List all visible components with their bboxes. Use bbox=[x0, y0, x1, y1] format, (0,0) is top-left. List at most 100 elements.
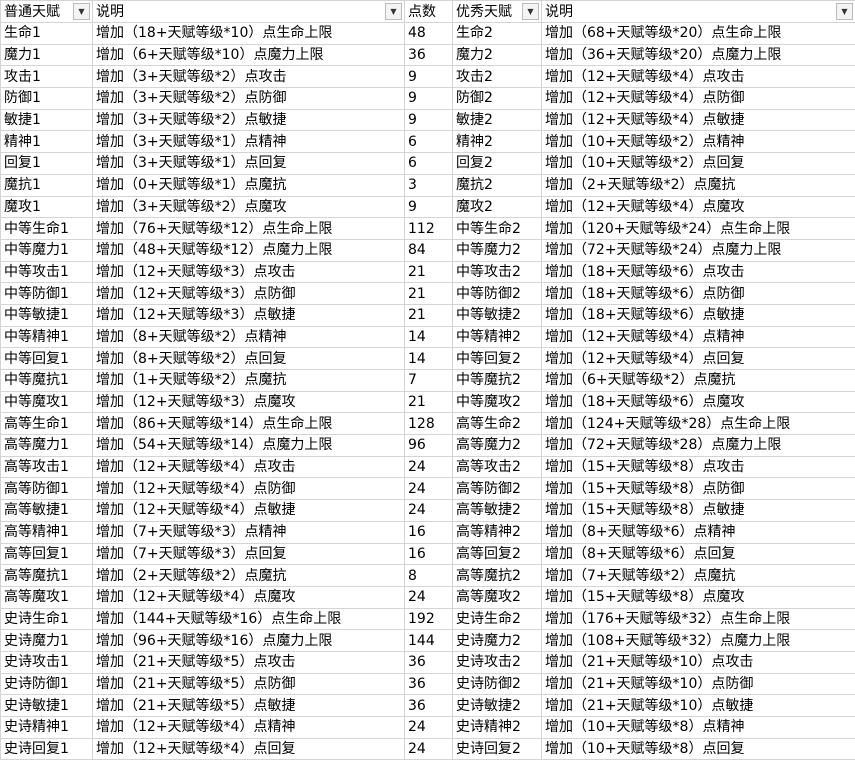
header-cell: 普通天赋 ▼ bbox=[0, 0, 93, 23]
talent-name-cell: 史诗生命1 bbox=[0, 607, 93, 631]
points-cell: 36 bbox=[404, 694, 453, 717]
header-text: 说明 bbox=[96, 3, 124, 20]
header-text: 优秀天赋 bbox=[456, 3, 512, 20]
data-row: 史诗魔力1 增加（96+天赋等级*16）点魔力上限 144 史诗魔力2 增加（108+天… bbox=[0, 629, 855, 652]
description-cell: 增加（12+天赋等级*3）点攻击 bbox=[92, 260, 405, 284]
talent-name-cell: 中等防御1 bbox=[0, 282, 93, 305]
description-cell: 增加（120+天赋等级*24）点生命上限 bbox=[541, 217, 855, 240]
talent-name-cell: 中等魔攻1 bbox=[0, 390, 93, 414]
description-cell: 增加（21+天赋等级*5）点攻击 bbox=[92, 650, 405, 674]
talent-name-cell: 史诗攻击2 bbox=[452, 650, 542, 674]
points-cell: 21 bbox=[404, 260, 453, 284]
talent-name-cell: 敏捷2 bbox=[452, 108, 542, 132]
description-cell: 增加（15+天赋等级*8）点防御 bbox=[541, 477, 855, 501]
description-cell: 增加（10+天赋等级*8）点精神 bbox=[541, 716, 855, 739]
header-cell: 点数 bbox=[404, 0, 453, 23]
talent-name-cell: 中等魔攻2 bbox=[452, 390, 542, 414]
talent-name-cell: 史诗魔力2 bbox=[452, 629, 542, 652]
description-cell: 增加（15+天赋等级*8）点敏捷 bbox=[541, 499, 855, 522]
points-cell: 96 bbox=[404, 434, 453, 457]
data-row: 回复1 增加（3+天赋等级*1）点回复 6 回复2 增加（10+天赋等级*2）点回复 bbox=[0, 152, 855, 175]
description-cell: 增加（3+天赋等级*2）点魔攻 bbox=[92, 195, 405, 219]
talent-name-cell: 中等攻击2 bbox=[452, 260, 542, 284]
data-row: 史诗精神1 增加（12+天赋等级*4）点精神 24 史诗精神2 增加（10+天赋等级*8… bbox=[0, 716, 855, 739]
talent-name-cell: 防御2 bbox=[452, 87, 542, 110]
talent-name-cell: 攻击2 bbox=[452, 65, 542, 89]
talent-name-cell: 魔抗2 bbox=[452, 173, 542, 197]
points-cell: 3 bbox=[404, 173, 453, 197]
talent-name-cell: 史诗攻击1 bbox=[0, 650, 93, 674]
description-cell: 增加（12+天赋等级*4）点精神 bbox=[541, 325, 855, 349]
data-row: 史诗攻击1 增加（21+天赋等级*5）点攻击 36 史诗攻击2 增加（21+天赋等级*1… bbox=[0, 650, 855, 674]
description-cell: 增加（124+天赋等级*28）点生命上限 bbox=[541, 412, 855, 436]
points-cell: 24 bbox=[404, 716, 453, 739]
talent-name-cell: 史诗回复2 bbox=[452, 737, 542, 760]
description-cell: 增加（12+天赋等级*4）点精神 bbox=[92, 716, 405, 739]
talent-name-cell: 高等攻击1 bbox=[0, 455, 93, 479]
filter-button[interactable]: ▼ bbox=[836, 3, 853, 20]
points-cell: 112 bbox=[404, 217, 453, 240]
talent-name-cell: 生命2 bbox=[452, 22, 542, 45]
talent-name-cell: 高等敏捷2 bbox=[452, 499, 542, 522]
talent-name-cell: 精神1 bbox=[0, 130, 93, 154]
description-cell: 增加（15+天赋等级*8）点魔攻 bbox=[541, 585, 855, 609]
filter-button[interactable]: ▼ bbox=[73, 3, 90, 20]
description-cell: 增加（12+天赋等级*3）点防御 bbox=[92, 282, 405, 305]
description-cell: 增加（21+天赋等级*5）点敏捷 bbox=[92, 694, 405, 717]
points-cell: 6 bbox=[404, 152, 453, 175]
data-row: 高等生命1 增加（86+天赋等级*14）点生命上限 128 高等生命2 增加（124+天… bbox=[0, 412, 855, 436]
description-cell: 增加（2+天赋等级*2）点魔抗 bbox=[541, 173, 855, 197]
points-cell: 144 bbox=[404, 629, 453, 652]
description-cell: 增加（8+天赋等级*2）点回复 bbox=[92, 347, 405, 370]
talent-name-cell: 高等防御1 bbox=[0, 477, 93, 501]
talent-name-cell: 魔攻2 bbox=[452, 195, 542, 219]
data-row: 精神1 增加（3+天赋等级*1）点精神 6 精神2 增加（10+天赋等级*2）点精神 bbox=[0, 130, 855, 154]
description-cell: 增加（7+天赋等级*2）点魔抗 bbox=[541, 564, 855, 587]
description-cell: 增加（72+天赋等级*28）点魔力上限 bbox=[541, 434, 855, 457]
points-cell: 24 bbox=[404, 477, 453, 501]
description-cell: 增加（76+天赋等级*12）点生命上限 bbox=[92, 217, 405, 240]
description-cell: 增加（8+天赋等级*6）点回复 bbox=[541, 542, 855, 566]
description-cell: 增加（108+天赋等级*32）点魔力上限 bbox=[541, 629, 855, 652]
talent-name-cell: 魔力2 bbox=[452, 43, 542, 67]
description-cell: 增加（12+天赋等级*4）点防御 bbox=[541, 87, 855, 110]
data-row: 史诗生命1 增加（144+天赋等级*16）点生命上限 192 史诗生命2 增加（176+… bbox=[0, 607, 855, 631]
talent-name-cell: 高等精神2 bbox=[452, 520, 542, 544]
talent-name-cell: 高等精神1 bbox=[0, 520, 93, 544]
filter-button[interactable]: ▼ bbox=[522, 3, 539, 20]
data-row: 中等魔抗1 增加（1+天赋等级*2）点魔抗 7 中等魔抗2 增加（6+天赋等级*2）点魔… bbox=[0, 369, 855, 392]
points-cell: 36 bbox=[404, 672, 453, 696]
talent-name-cell: 中等魔力1 bbox=[0, 238, 93, 262]
description-cell: 增加（176+天赋等级*32）点生命上限 bbox=[541, 607, 855, 631]
talent-name-cell: 史诗防御2 bbox=[452, 672, 542, 696]
points-cell: 24 bbox=[404, 499, 453, 522]
description-cell: 增加（8+天赋等级*2）点精神 bbox=[92, 325, 405, 349]
data-row: 中等敏捷1 增加（12+天赋等级*3）点敏捷 21 中等敏捷2 增加（18+天赋等级*6… bbox=[0, 303, 855, 327]
points-cell: 14 bbox=[404, 325, 453, 349]
description-cell: 增加（12+天赋等级*4）点敏捷 bbox=[541, 108, 855, 132]
description-cell: 增加（12+天赋等级*4）点攻击 bbox=[541, 65, 855, 89]
talent-name-cell: 中等敏捷2 bbox=[452, 303, 542, 327]
talent-name-cell: 中等回复2 bbox=[452, 347, 542, 370]
talent-name-cell: 回复1 bbox=[0, 152, 93, 175]
filter-button[interactable]: ▼ bbox=[385, 3, 402, 20]
data-row: 高等攻击1 增加（12+天赋等级*4）点攻击 24 高等攻击2 增加（15+天赋等级*8… bbox=[0, 455, 855, 479]
description-cell: 增加（54+天赋等级*14）点魔力上限 bbox=[92, 434, 405, 457]
talent-name-cell: 中等敏捷1 bbox=[0, 303, 93, 327]
data-row: 攻击1 增加（3+天赋等级*2）点攻击 9 攻击2 增加（12+天赋等级*4）点攻击 bbox=[0, 65, 855, 89]
points-cell: 16 bbox=[404, 520, 453, 544]
data-row: 史诗防御1 增加（21+天赋等级*5）点防御 36 史诗防御2 增加（21+天赋等级*1… bbox=[0, 672, 855, 696]
talent-name-cell: 魔抗1 bbox=[0, 173, 93, 197]
data-row: 中等魔力1 增加（48+天赋等级*12）点魔力上限 84 中等魔力2 增加（72+天赋等… bbox=[0, 238, 855, 262]
description-cell: 增加（12+天赋等级*3）点魔攻 bbox=[92, 390, 405, 414]
data-row: 中等回复1 增加（8+天赋等级*2）点回复 14 中等回复2 增加（12+天赋等级*4）… bbox=[0, 347, 855, 370]
data-row: 高等敏捷1 增加（12+天赋等级*4）点敏捷 24 高等敏捷2 增加（15+天赋等级*8… bbox=[0, 499, 855, 522]
data-row: 高等回复1 增加（7+天赋等级*3）点回复 16 高等回复2 增加（8+天赋等级*6）点… bbox=[0, 542, 855, 566]
points-cell: 36 bbox=[404, 43, 453, 67]
header-cell: 说明 ▼ bbox=[541, 0, 855, 23]
description-cell: 增加（72+天赋等级*24）点魔力上限 bbox=[541, 238, 855, 262]
description-cell: 增加（3+天赋等级*1）点回复 bbox=[92, 152, 405, 175]
talent-name-cell: 史诗防御1 bbox=[0, 672, 93, 696]
points-cell: 8 bbox=[404, 564, 453, 587]
description-cell: 增加（144+天赋等级*16）点生命上限 bbox=[92, 607, 405, 631]
